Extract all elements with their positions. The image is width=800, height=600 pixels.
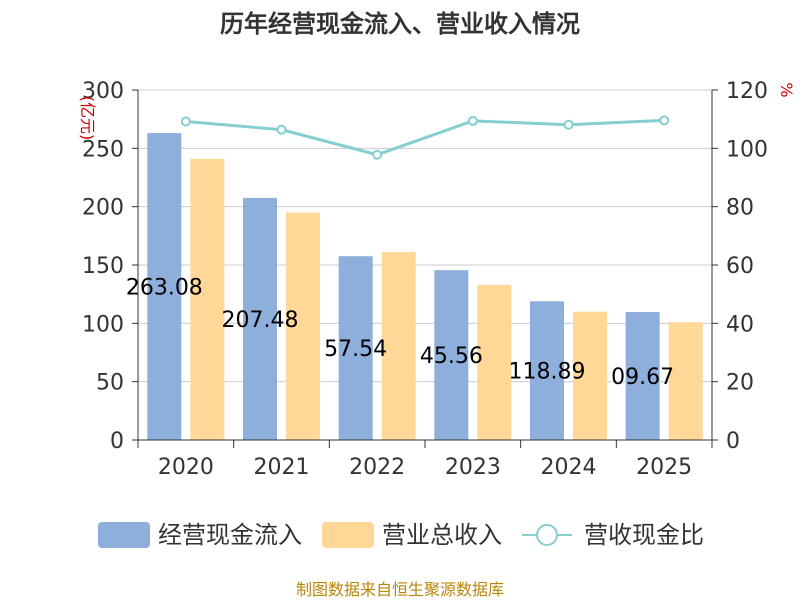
ratio-point: [563, 119, 574, 130]
legend-swatch-revenue: [322, 522, 374, 548]
ratio-line-path: [185, 118, 665, 157]
chart-title: 历年经营现金流入、营业收入情况: [220, 10, 580, 38]
right-tick-label: 0: [726, 429, 740, 454]
ratio-point: [659, 115, 670, 126]
left-tick-label: 250: [82, 137, 124, 162]
x-tick-label: 2024: [541, 455, 597, 480]
bar-revenue: [381, 252, 416, 440]
bar-cash-inflow: [243, 197, 277, 440]
x-tick-label: 2022: [349, 455, 405, 480]
bar-data-label: 207.48: [222, 308, 299, 333]
data-labels: 263.08 207.48 57.54 45.56 118.89 09.67: [126, 276, 674, 390]
left-axis-unit: (亿元): [78, 96, 97, 141]
x-tick-label: 2021: [254, 455, 310, 480]
legend-label-ratio: 营收现金比: [584, 521, 704, 549]
legend-marker-ratio: [536, 524, 558, 546]
left-tick-label: 150: [82, 254, 124, 279]
right-tick-label: 100: [726, 137, 768, 162]
bar-data-label: 118.89: [509, 360, 586, 385]
axes: 0 50 100 150 200 250 300 0 20 40 60 80 100 120 2020 202…: [82, 79, 768, 480]
right-tick-label: 80: [726, 196, 754, 221]
left-tick-label: 50: [96, 371, 124, 396]
bar-revenue: [573, 311, 607, 440]
bar-revenue: [190, 158, 225, 441]
source-note: 制图数据来自恒生聚源数据库: [296, 580, 504, 599]
bar-cash-inflow: [147, 133, 182, 440]
legend-label-revenue: 营业总收入: [382, 521, 502, 549]
bar-data-label: 57.54: [324, 337, 387, 362]
bar-cash-inflow: [625, 312, 660, 440]
left-tick-label: 200: [82, 196, 124, 221]
bar-data-label: 45.56: [420, 344, 483, 369]
bar-data-label: 263.08: [126, 276, 203, 301]
grid: [138, 89, 712, 383]
bar-cash-inflow: [434, 270, 469, 440]
bar-cash-inflow: [530, 301, 564, 440]
bar-cash-inflow: [338, 256, 373, 440]
bar-revenue: [668, 322, 703, 440]
ratio-point: [467, 115, 478, 126]
bars: [147, 133, 703, 441]
right-tick-label: 20: [726, 371, 754, 396]
right-axis-unit: %: [777, 82, 796, 97]
ratio-point: [276, 124, 287, 135]
ratio-line: [180, 115, 670, 160]
x-tick-label: 2025: [636, 455, 692, 480]
bar-data-label: 09.67: [611, 365, 674, 390]
left-tick-label: 100: [82, 312, 124, 337]
right-tick-label: 40: [726, 312, 754, 337]
left-tick-label: 300: [82, 79, 124, 104]
legend: 经营现金流入 营业总收入 营收现金比: [98, 521, 704, 549]
x-tick-label: 2020: [158, 455, 214, 480]
legend-label-cash-inflow: 经营现金流入: [158, 521, 302, 549]
bar-revenue: [477, 284, 512, 440]
right-tick-label: 60: [726, 254, 754, 279]
left-tick-label: 0: [110, 429, 124, 454]
legend-swatch-cash-inflow: [98, 522, 150, 548]
ratio-point: [180, 116, 191, 127]
right-tick-label: 120: [726, 79, 768, 104]
bar-revenue: [286, 212, 320, 440]
ratio-point: [372, 149, 383, 160]
x-tick-label: 2023: [445, 455, 501, 480]
